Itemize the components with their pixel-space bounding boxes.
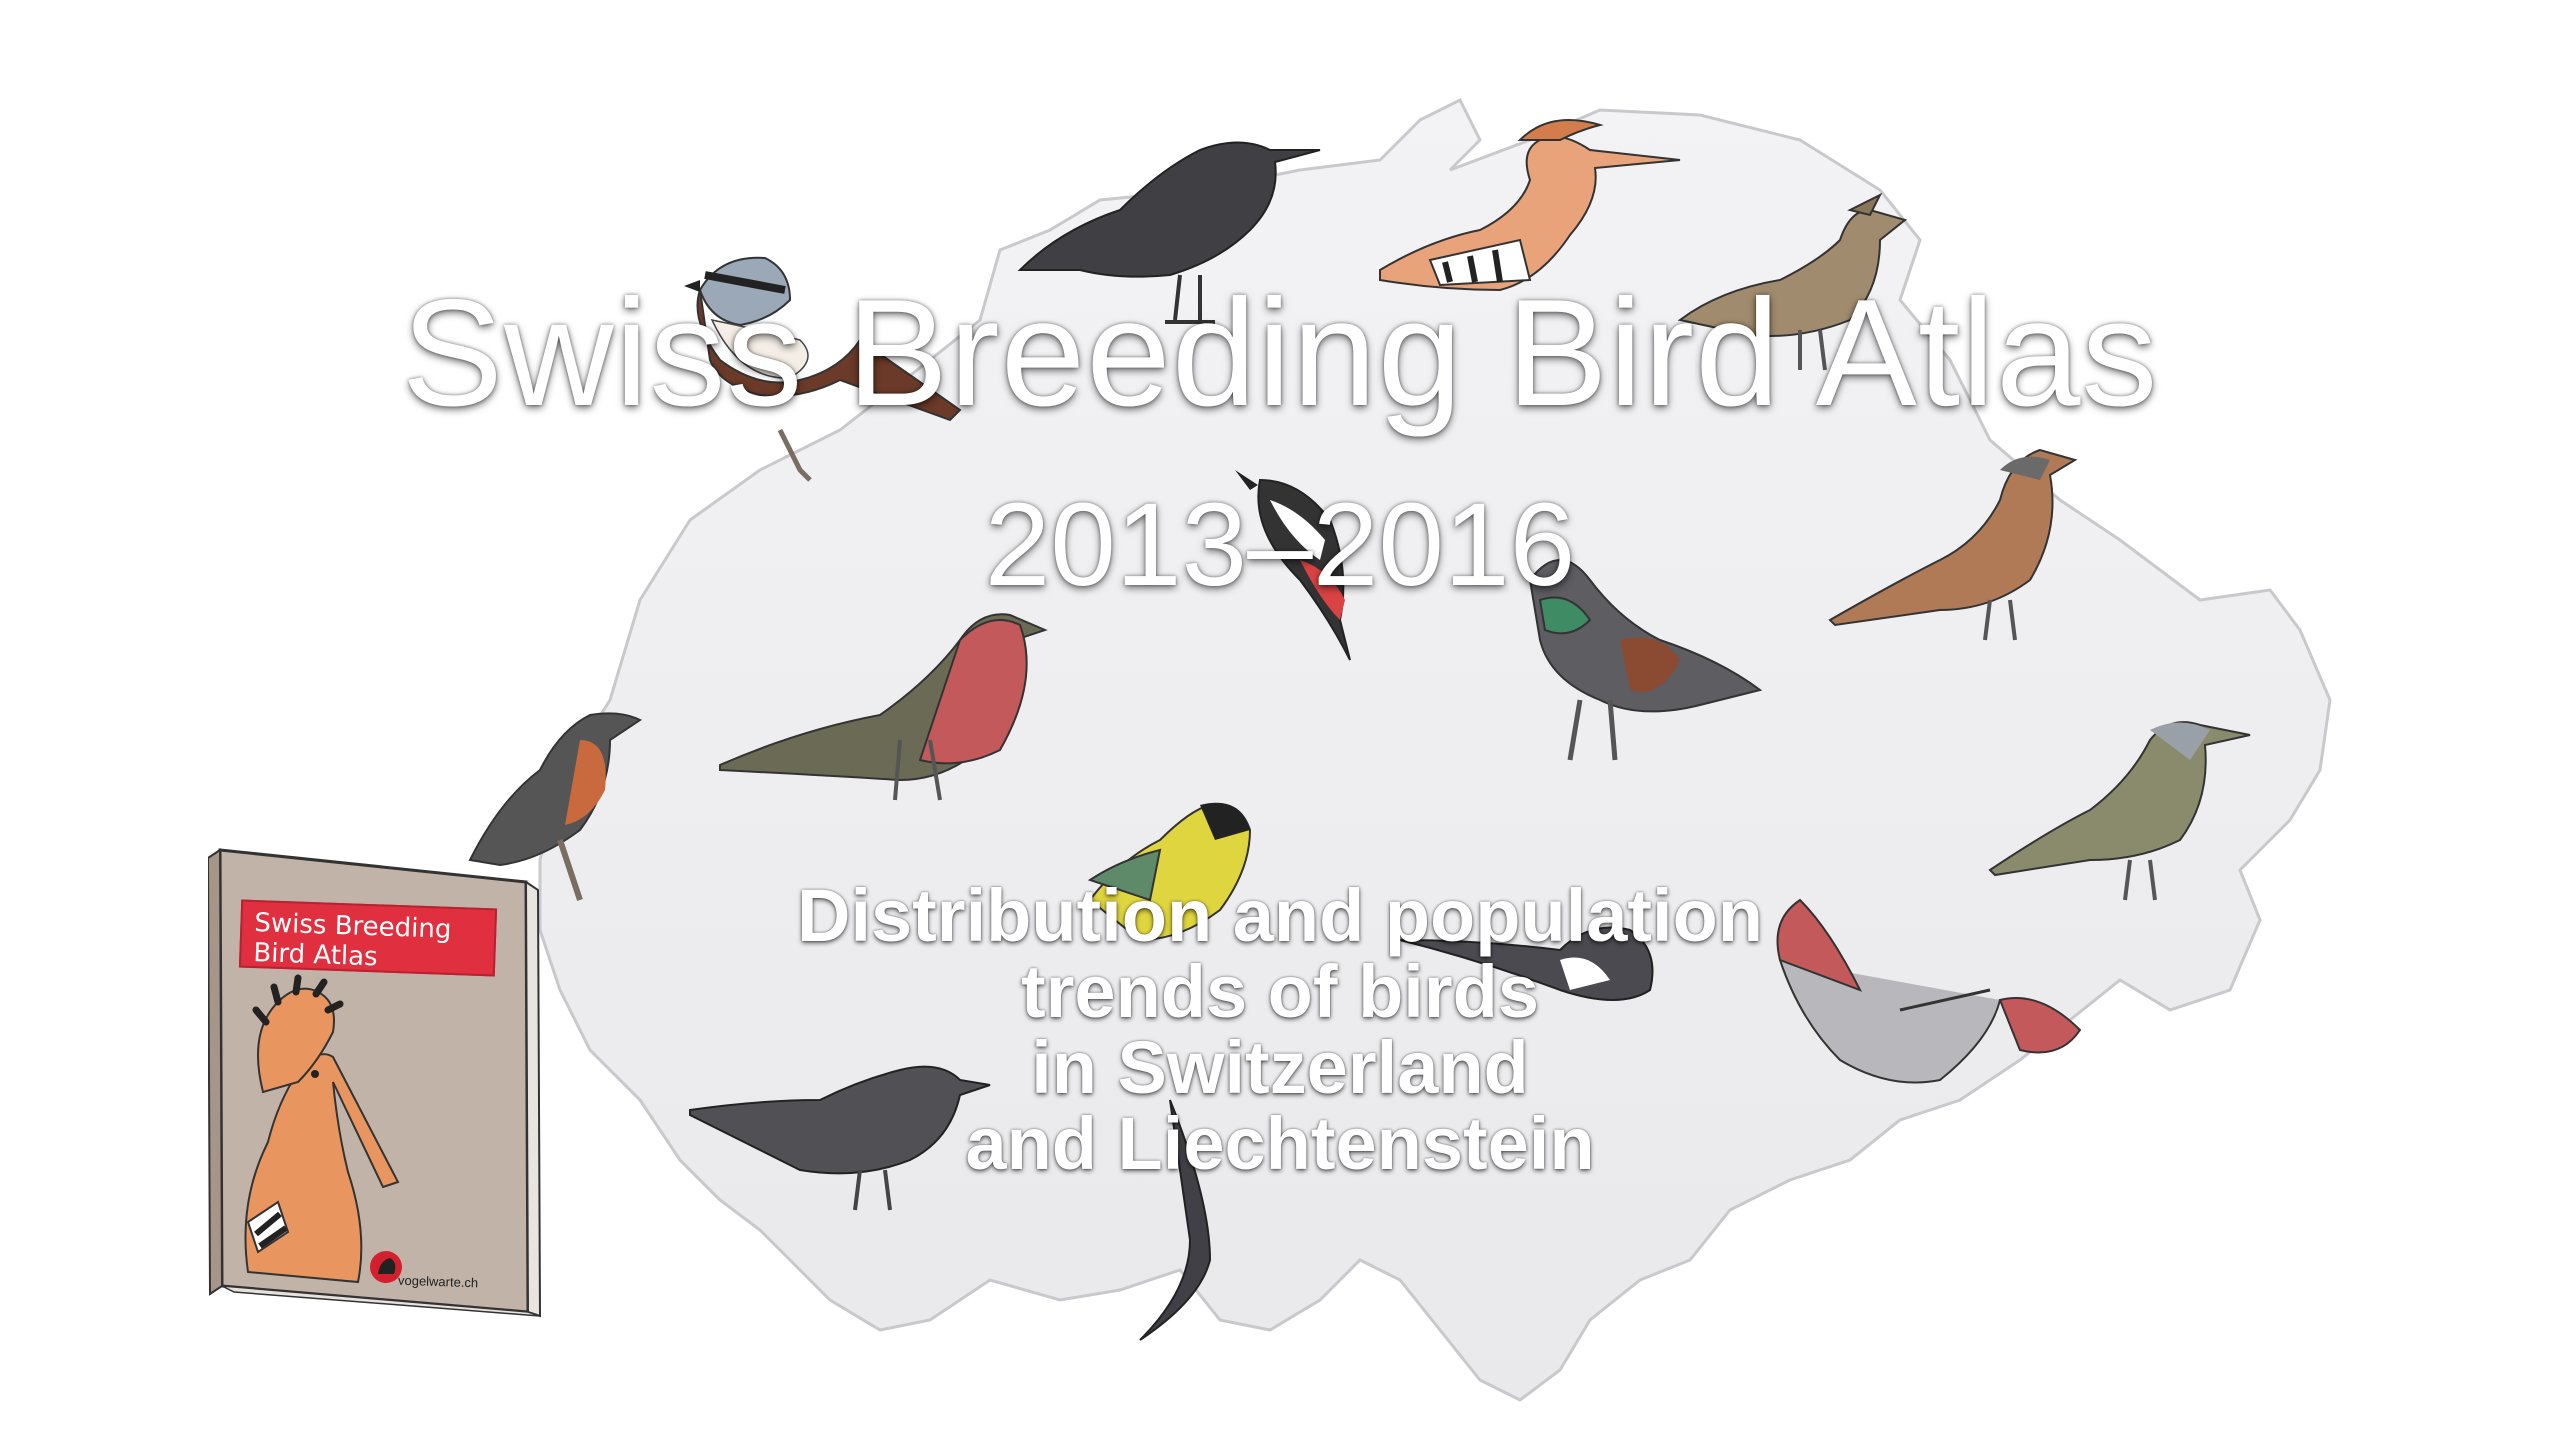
chaffinch-icon xyxy=(719,613,1048,801)
red-backed-shrike-icon xyxy=(684,256,962,482)
hoopoe-icon xyxy=(244,974,400,1284)
subtitle-line: trends of birds xyxy=(1020,950,1540,1033)
blackbird-icon xyxy=(689,1065,991,1211)
year-range: 2013–2016 xyxy=(984,479,1576,611)
carrion-crow-icon xyxy=(1017,141,1321,324)
rock-bunting-icon xyxy=(1988,721,2251,901)
subtitle-line: and Liechtenstein xyxy=(965,1102,1595,1185)
great-tit-icon xyxy=(1087,802,1252,942)
house-sparrow-icon xyxy=(1828,448,2078,641)
page-title: Swiss Breeding Bird Atlas xyxy=(401,268,2159,438)
wallcreeper-icon xyxy=(1776,898,2082,1084)
black-grouse-icon xyxy=(1528,559,1763,761)
magpie-icon xyxy=(1399,926,1654,1001)
hoopoe-icon xyxy=(1379,119,1681,292)
subtitle-line: Distribution and population xyxy=(797,874,1763,957)
swift-icon xyxy=(1139,1099,1212,1341)
book-cover: Swiss Breeding Bird Atlas vogelwarte.ch xyxy=(208,842,544,1320)
crested-lark-icon xyxy=(1677,192,1908,371)
vogelwarte-logo xyxy=(370,1251,402,1283)
book-publisher: vogelwarte.ch xyxy=(397,1272,479,1291)
whinchat-icon xyxy=(468,712,642,901)
subtitle-line: in Switzerland xyxy=(1031,1026,1529,1109)
subtitle: Distribution and population trends of bi… xyxy=(0,878,2560,1182)
great-spotted-woodpecker-icon xyxy=(1235,470,1351,661)
book-cover-title: Swiss Breeding Bird Atlas xyxy=(238,899,498,977)
